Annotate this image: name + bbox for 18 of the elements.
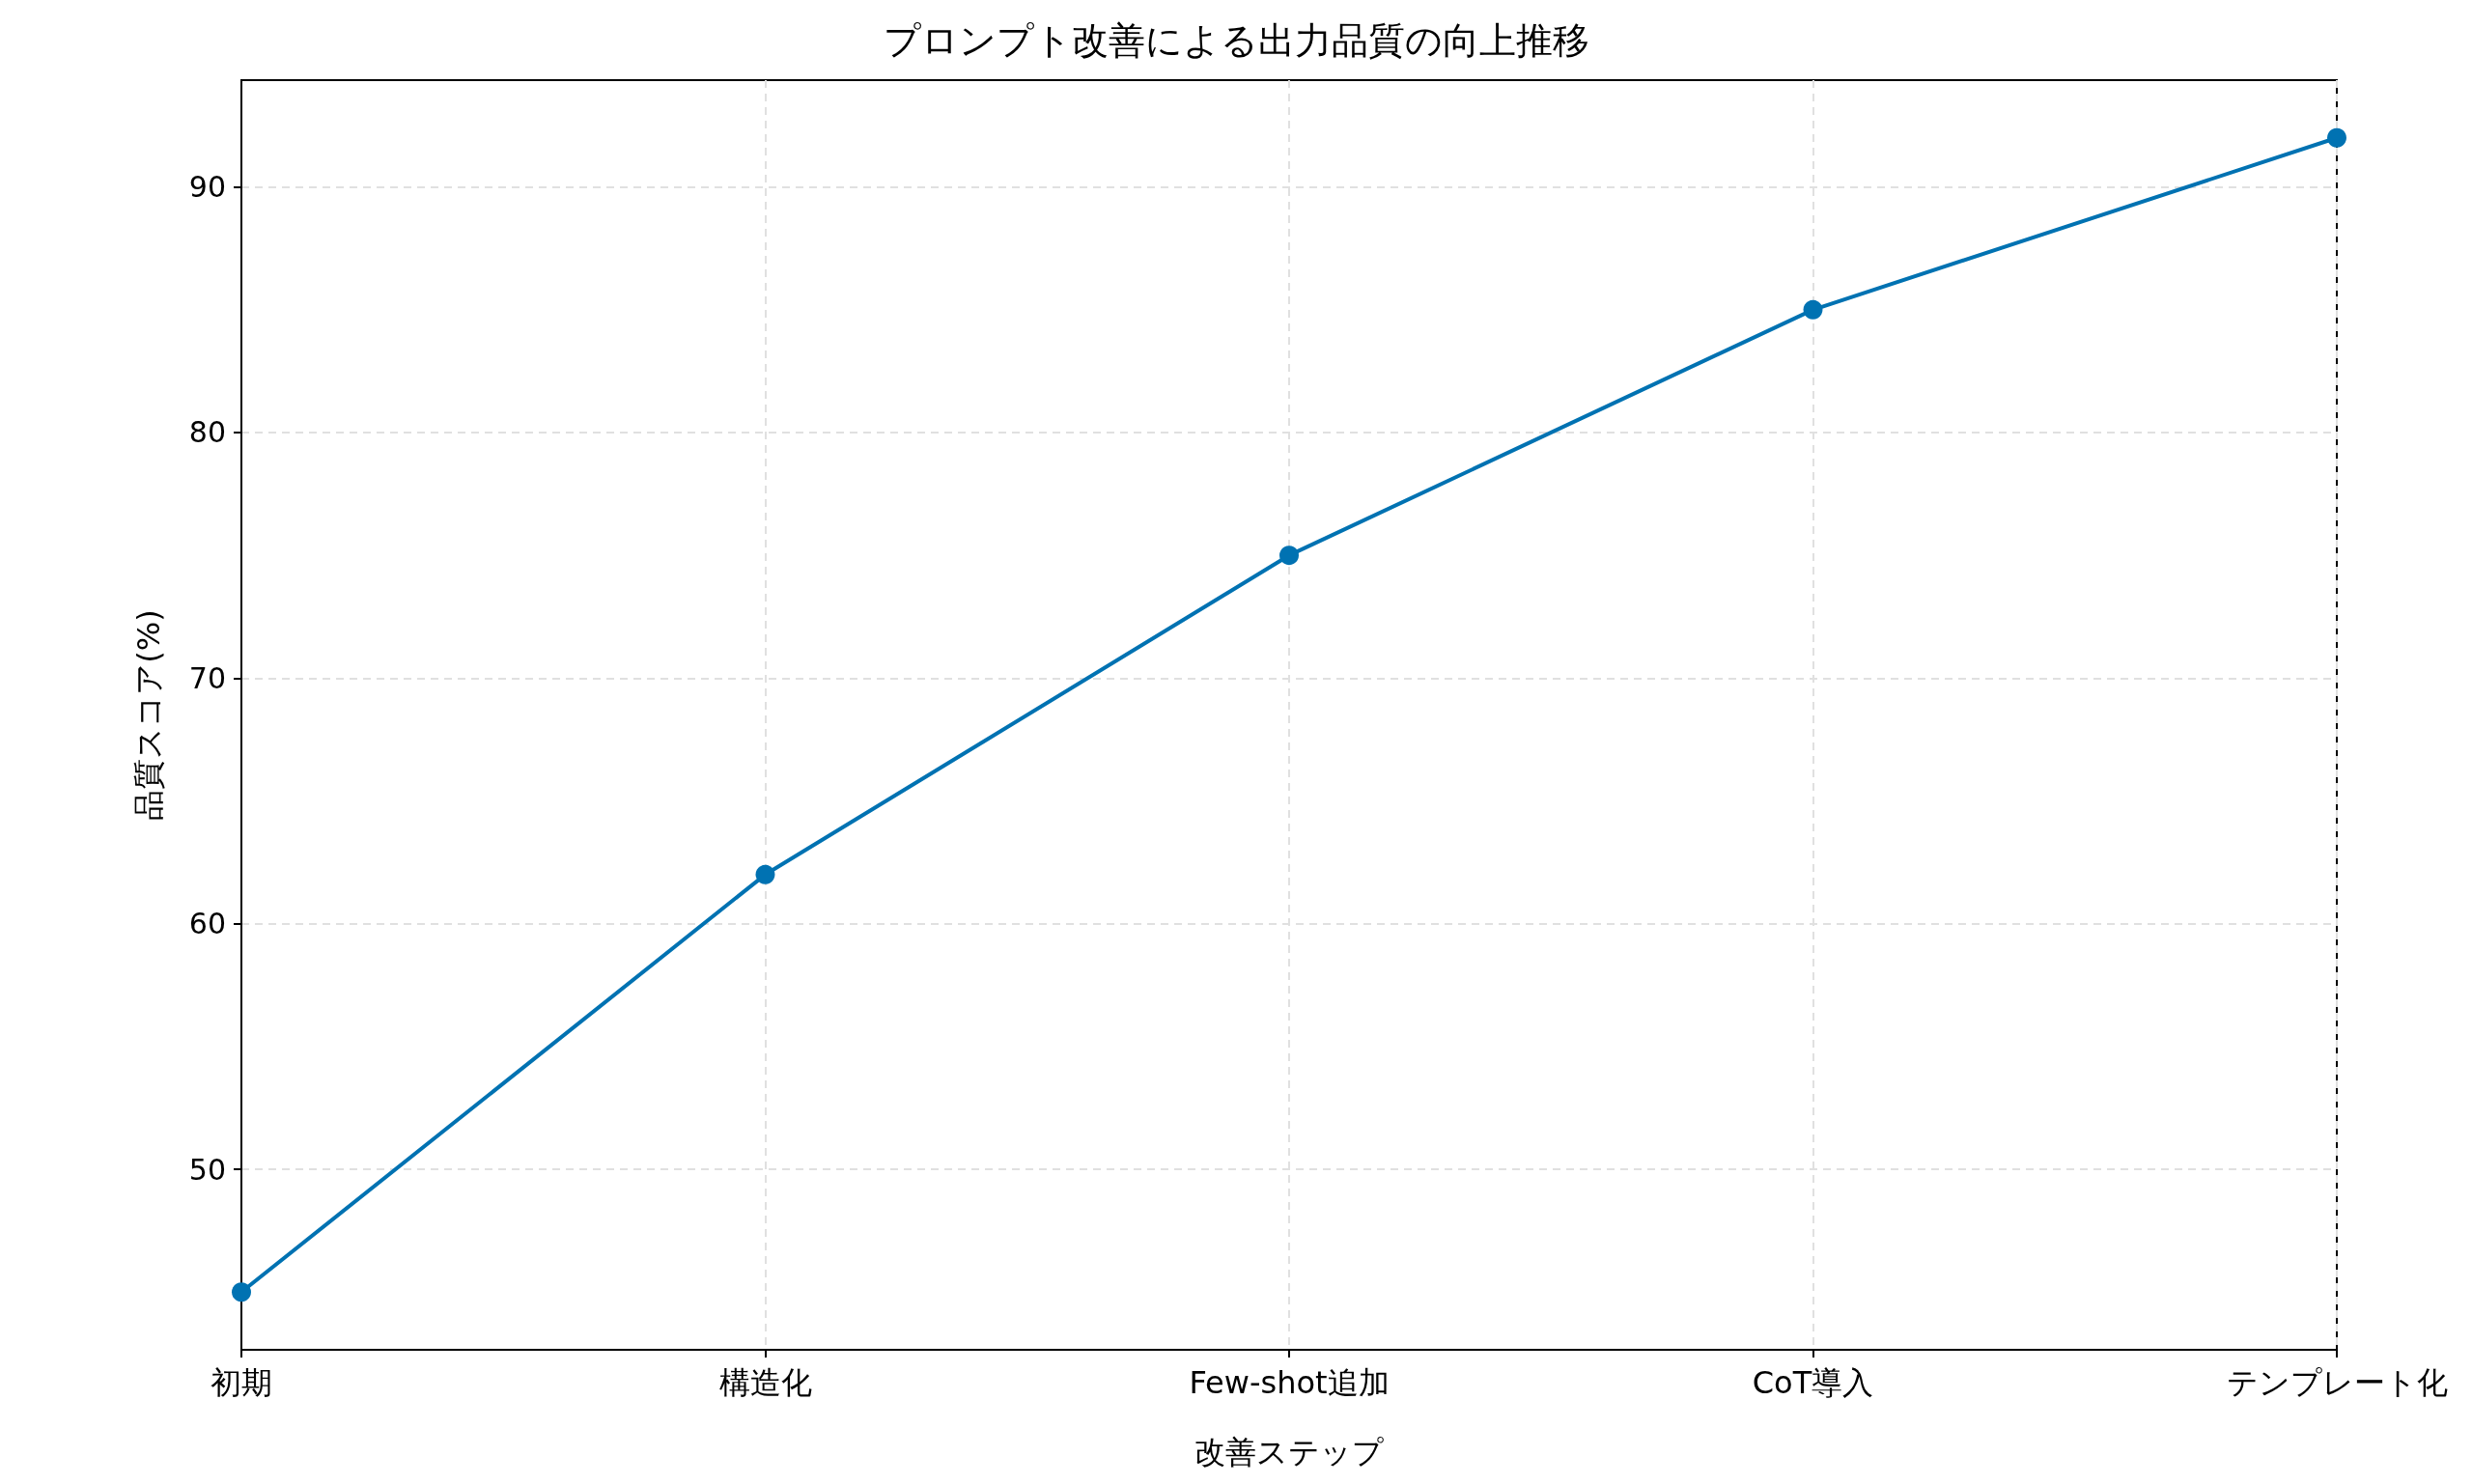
x-tick-label: CoT導入 (1752, 1364, 1874, 1401)
x-axis-title: 改善ステップ (1194, 1434, 1384, 1470)
y-tick-label: 70 (188, 660, 226, 695)
y-tick-label: 50 (188, 1152, 226, 1187)
x-tick-label: テンプレート化 (2226, 1364, 2448, 1401)
x-tick-label: 初期 (211, 1364, 272, 1401)
point (232, 1282, 251, 1302)
y-tick-label: 60 (188, 907, 226, 941)
x-tick-label: 構造化 (718, 1364, 812, 1401)
y-axis-title: 品質スコア(%) (130, 609, 167, 821)
chart-title: プロンプト改善による出力品質の向上推移 (883, 19, 1589, 62)
point (755, 864, 775, 884)
point (2327, 127, 2346, 148)
point (1279, 546, 1299, 566)
y-tick-label: 80 (188, 415, 226, 450)
point (1803, 299, 1823, 320)
x-tick-label: Few-shot追加 (1189, 1364, 1390, 1401)
y-tick-label: 90 (188, 170, 226, 205)
